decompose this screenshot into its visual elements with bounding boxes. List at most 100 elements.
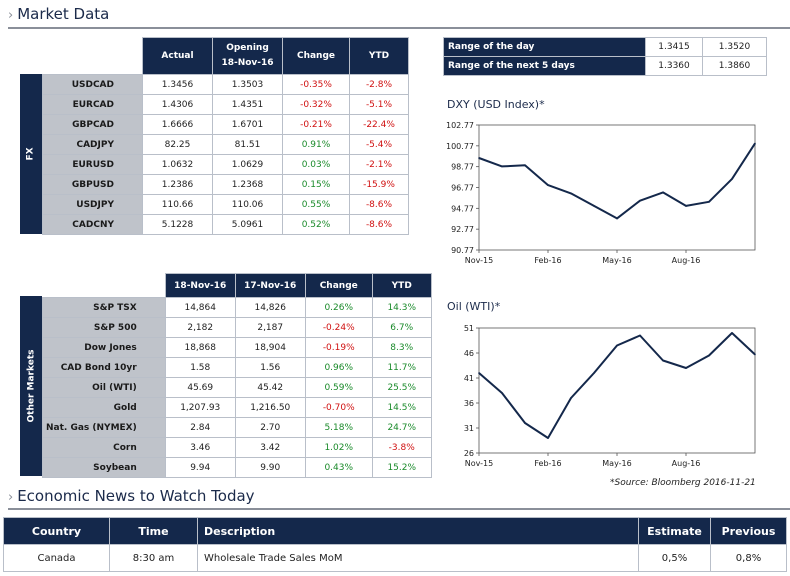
x-tick-label: Feb-16 [534, 459, 561, 468]
series-point [639, 199, 641, 202]
fx-change-value: 0.15% [282, 174, 350, 195]
x-tick-label: Aug-16 [672, 459, 701, 468]
other-current-value: 9.94 [164, 457, 236, 478]
fx-actual-value: 5.1228 [142, 214, 213, 235]
news-col-estimate: Estimate [638, 517, 711, 545]
dxy-chart-title: DXY (USD Index)* [447, 98, 545, 111]
x-tick-label: Aug-16 [672, 256, 701, 265]
other-ytd-value: 24.7% [371, 417, 432, 438]
series-point [708, 354, 710, 357]
other-change-value: 0.26% [304, 297, 373, 318]
y-tick-label: 96.77 [451, 184, 474, 193]
other-previous-value: 9.90 [234, 457, 306, 478]
other-ytd-value: 14.3% [371, 297, 432, 318]
fx-ytd-value: -8.6% [349, 214, 409, 235]
news-col-time: Time [109, 517, 198, 545]
fx-row-name: USDCAD [42, 74, 143, 95]
fx-actual-value: 82.25 [142, 134, 213, 155]
fx-actual-value: 1.3456 [142, 74, 213, 95]
fx-side-label: FX [20, 74, 42, 234]
other-markets-row: Dow Jones 18,868 18,904 -0.19% 8.3% [42, 337, 432, 358]
series-point [708, 200, 710, 203]
series-point [754, 142, 756, 145]
other-change-value: -0.19% [304, 337, 373, 358]
series-point [570, 397, 572, 399]
y-tick-label: 41 [464, 374, 474, 383]
fx-row: USDCAD 1.3456 1.3503 -0.35% -2.8% [42, 74, 409, 95]
fx-opening-value: 5.0961 [212, 214, 283, 235]
fx-row-name: CADCNY [42, 214, 143, 235]
title-divider [8, 27, 790, 29]
other-ytd-value: 6.7% [371, 317, 432, 338]
fx-change-value: -0.32% [282, 94, 350, 115]
other-markets-side-label: Other Markets [20, 296, 42, 476]
series-point [685, 205, 687, 207]
other-markets-row: Gold 1,207.93 1,216.50 -0.70% 14.5% [42, 397, 432, 418]
range-label: Range of the day [443, 37, 646, 57]
other-row-name: Dow Jones [42, 337, 166, 358]
other-current-value: 18,868 [164, 337, 236, 358]
series-point [478, 372, 480, 374]
y-tick-label: 36 [464, 399, 474, 408]
y-tick-label: 46 [464, 349, 474, 358]
dxy-chart: 102.77 100.77 98.77 96.77 94.77 92.77 90.77Nov… [446, 121, 756, 265]
fx-opening-value: 1.2368 [212, 174, 283, 195]
fx-opening-value: 1.0629 [212, 154, 283, 175]
series-point [685, 367, 687, 369]
other-ytd-value: 14.5% [371, 397, 432, 418]
other-previous-value: 1.56 [234, 357, 306, 378]
news-time: 8:30 am [109, 544, 198, 572]
other-markets-row: Oil (WTI) 45.69 45.42 0.59% 25.5% [42, 377, 432, 398]
market-data-title: › Market Data [8, 5, 110, 23]
series-point [639, 334, 641, 337]
other-current-value: 3.46 [164, 437, 236, 458]
other-markets-row: S&P 500 2,182 2,187 -0.24% 6.7% [42, 317, 432, 338]
series-point [731, 332, 733, 334]
other-ytd-value: 25.5% [371, 377, 432, 398]
fx-col-opening-label: Opening 18-Nov-16 [221, 43, 274, 68]
other-markets-table: 18-Nov-16 17-Nov-16 Change YTD S&P TSX 14… [42, 273, 432, 478]
news-row: Canada 8:30 am Wholesale Trade Sales MoM 0,… [3, 544, 787, 572]
chart-frame [478, 124, 756, 251]
fx-actual-value: 1.0632 [142, 154, 213, 175]
other-col-a: 18-Nov-16 [164, 273, 236, 298]
fx-row-name: EURUSD [42, 154, 143, 175]
range-low: 1.3415 [645, 37, 703, 57]
y-tick-label: 100.77 [446, 142, 474, 151]
fx-change-value: -0.35% [282, 74, 350, 95]
range-label: Range of the next 5 days [443, 56, 646, 76]
x-tick-label: May-16 [602, 256, 631, 265]
fx-ytd-value: -22.4% [349, 114, 409, 135]
fx-opening-value: 1.4351 [212, 94, 283, 115]
series-point [616, 217, 618, 220]
series-point [524, 422, 526, 424]
fx-row-name: GBPUSD [42, 174, 143, 195]
other-col-ytd: YTD [371, 273, 432, 298]
fx-change-value: 0.55% [282, 194, 350, 215]
other-row-name: Soybean [42, 457, 166, 478]
other-change-value: 0.43% [304, 457, 373, 478]
other-ytd-value: -3.8% [371, 437, 432, 458]
other-ytd-value: 15.2% [371, 457, 432, 478]
fx-row: USDJPY 110.66 110.06 0.55% -8.6% [42, 194, 409, 215]
range-row: Range of the day 1.3415 1.3520 [443, 37, 767, 57]
x-tick-label: May-16 [602, 459, 631, 468]
range-row: Range of the next 5 days 1.3360 1.3860 [443, 56, 767, 76]
series-point [662, 359, 664, 362]
other-change-value: -0.70% [304, 397, 373, 418]
other-previous-value: 1,216.50 [234, 397, 306, 418]
other-change-value: 0.96% [304, 357, 373, 378]
news-title: › Economic News to Watch Today [8, 487, 255, 505]
fx-ytd-value: -8.6% [349, 194, 409, 215]
other-change-value: -0.24% [304, 317, 373, 338]
series-point [616, 344, 618, 347]
fx-opening-value: 110.06 [212, 194, 283, 215]
fx-change-value: 0.52% [282, 214, 350, 235]
other-row-name: S&P 500 [42, 317, 166, 338]
y-tick-label: 51 [464, 324, 474, 333]
fx-actual-value: 1.2386 [142, 174, 213, 195]
other-markets-row: Nat. Gas (NYMEX) 2.84 2.70 5.18% 24.7% [42, 417, 432, 438]
other-markets-row: S&P TSX 14,864 14,826 0.26% 14.3% [42, 297, 432, 318]
series-point [593, 372, 595, 374]
fx-opening-value: 1.3503 [212, 74, 283, 95]
